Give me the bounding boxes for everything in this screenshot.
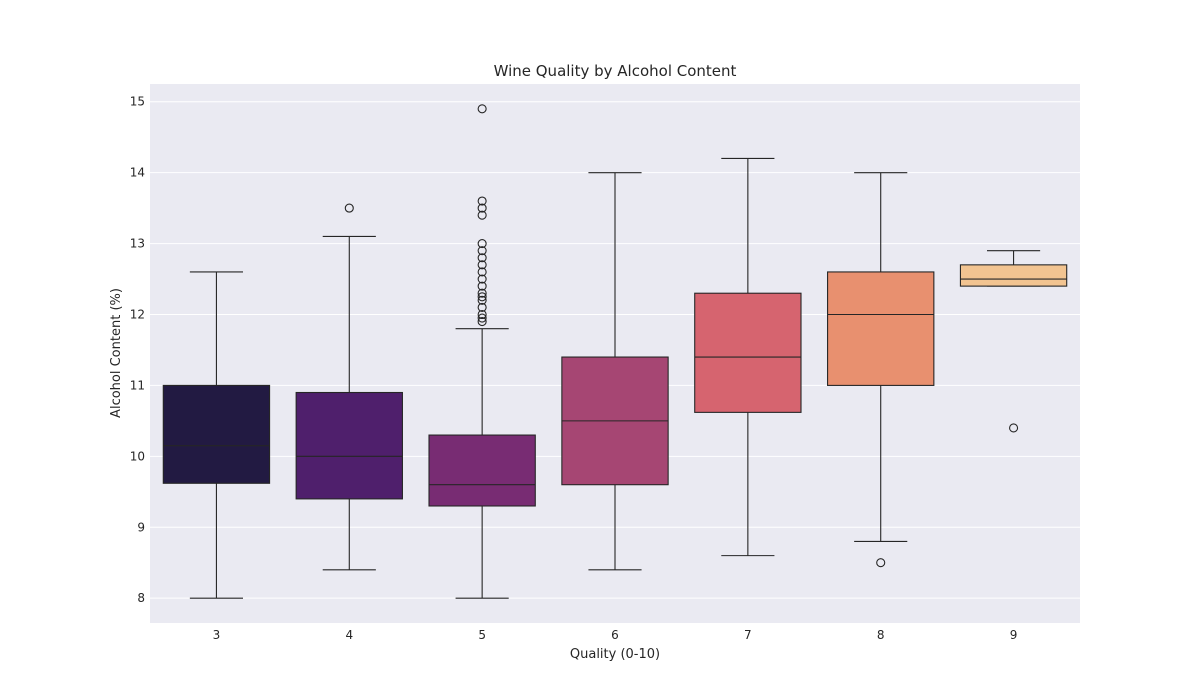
y-axis-label: Alcohol Content (%) bbox=[109, 288, 124, 418]
y-axis-ticks: 8 9 10 11 12 13 14 15 bbox=[130, 95, 145, 605]
box-body bbox=[827, 271, 935, 386]
x-tick-label: 4 bbox=[345, 628, 353, 642]
outlier-point bbox=[1009, 423, 1019, 433]
outlier-point bbox=[477, 317, 487, 327]
outlier-point bbox=[477, 295, 487, 305]
box-8 bbox=[827, 172, 935, 568]
outlier-point bbox=[477, 288, 487, 298]
box-7 bbox=[694, 157, 802, 557]
y-tick-label: 14 bbox=[130, 166, 145, 180]
x-tick-label: 3 bbox=[213, 628, 221, 642]
outlier-point bbox=[477, 210, 487, 220]
outlier-point bbox=[344, 203, 354, 213]
box-body bbox=[694, 292, 802, 413]
x-tick-label: 8 bbox=[877, 628, 885, 642]
outlier-point bbox=[477, 260, 487, 270]
x-axis-ticks: 3 4 5 6 7 8 9 bbox=[213, 628, 1018, 642]
y-tick-label: 15 bbox=[130, 95, 145, 109]
outlier-point bbox=[477, 309, 487, 320]
outlier-point bbox=[477, 302, 487, 312]
outlier-point bbox=[477, 274, 487, 284]
y-tick-label: 10 bbox=[130, 449, 145, 463]
outlier-point bbox=[477, 253, 487, 263]
box-5 bbox=[428, 104, 536, 599]
y-tick-label: 9 bbox=[137, 520, 145, 534]
x-tick-label: 5 bbox=[478, 628, 486, 642]
outlier-point bbox=[477, 239, 487, 249]
outlier-point bbox=[477, 292, 487, 302]
x-axis-label: Quality (0-10) bbox=[570, 647, 660, 662]
y-tick-label: 11 bbox=[130, 378, 145, 392]
outlier-point bbox=[477, 203, 487, 213]
x-tick-label: 9 bbox=[1010, 628, 1018, 642]
y-tick-label: 13 bbox=[130, 237, 145, 251]
outlier-point bbox=[876, 558, 886, 568]
y-tick-label: 12 bbox=[130, 307, 145, 321]
outlier-point bbox=[477, 313, 487, 323]
box-body bbox=[295, 391, 403, 500]
x-tick-label: 7 bbox=[744, 628, 752, 642]
box-9 bbox=[959, 250, 1068, 433]
box-3 bbox=[162, 271, 271, 599]
box-body bbox=[162, 384, 271, 484]
box-series bbox=[162, 104, 1068, 599]
y-tick-label: 8 bbox=[137, 591, 145, 605]
outlier-point bbox=[477, 267, 487, 277]
outlier-point bbox=[477, 281, 487, 291]
outlier-point bbox=[477, 104, 487, 114]
chart-title: Wine Quality by Alcohol Content bbox=[494, 62, 737, 80]
box-6 bbox=[561, 172, 669, 571]
box-4 bbox=[295, 203, 403, 571]
x-tick-label: 6 bbox=[611, 628, 619, 642]
outlier-point bbox=[477, 196, 487, 206]
outlier-point bbox=[477, 246, 487, 256]
box-body bbox=[959, 264, 1068, 287]
box-body bbox=[428, 434, 536, 507]
